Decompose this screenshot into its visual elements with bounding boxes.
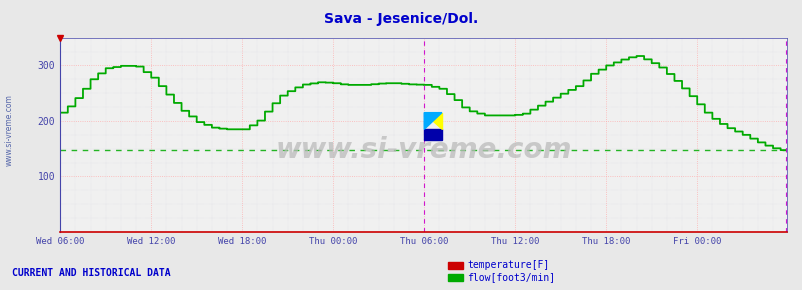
- Text: www.si-vreme.com: www.si-vreme.com: [5, 95, 14, 166]
- Text: flow[foot3/min]: flow[foot3/min]: [467, 273, 555, 282]
- Text: www.si-vreme.com: www.si-vreme.com: [275, 136, 571, 164]
- Bar: [423, 129, 441, 140]
- Polygon shape: [423, 113, 441, 129]
- Polygon shape: [423, 113, 441, 129]
- Text: Sava - Jesenice/Dol.: Sava - Jesenice/Dol.: [324, 12, 478, 26]
- Text: temperature[F]: temperature[F]: [467, 260, 549, 270]
- Text: CURRENT AND HISTORICAL DATA: CURRENT AND HISTORICAL DATA: [12, 268, 171, 278]
